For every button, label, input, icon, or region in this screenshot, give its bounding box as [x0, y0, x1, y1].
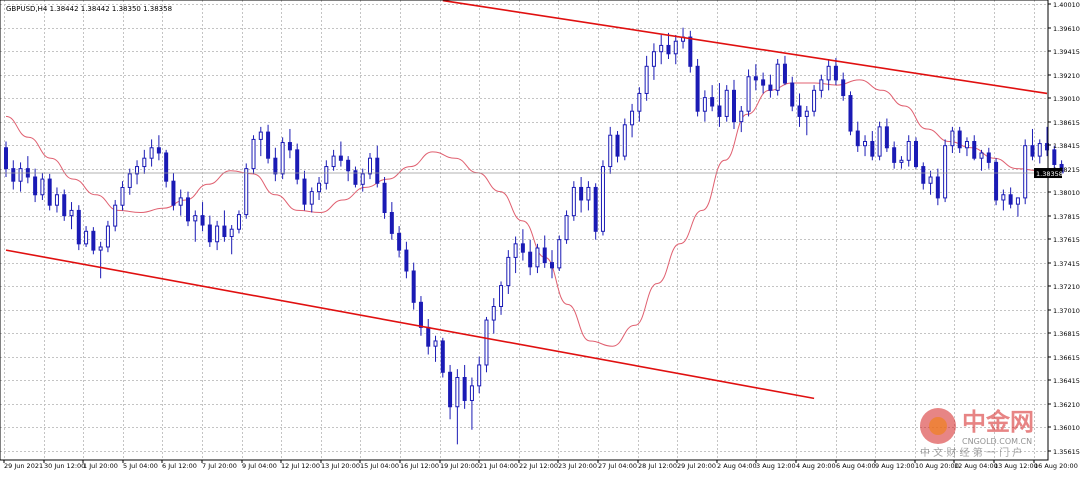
price-tick-label: 1.37815	[1053, 213, 1080, 221]
candle	[77, 205, 80, 250]
time-tick-label: 9 Jul 04:00	[242, 462, 277, 470]
candle	[565, 210, 568, 243]
time-tick-label: 22 Jul 12:00	[519, 462, 558, 470]
logo-inner-icon	[929, 417, 947, 435]
candle	[48, 174, 51, 211]
candle	[485, 317, 488, 372]
candle	[776, 59, 779, 96]
time-tick-label: 12 Jul 12:00	[281, 462, 320, 470]
time-tick-label: 28 Jul 12:00	[638, 462, 677, 470]
price-tick-label: 1.36815	[1053, 330, 1080, 338]
candle	[944, 139, 947, 202]
watermark: 中金网 CNGOLD.COM.CN 中 文 财 经 第 一 门 户	[916, 400, 1066, 458]
candle	[1024, 139, 1027, 204]
time-tick-label: 5 Jul 04:00	[123, 462, 158, 470]
candle	[623, 119, 626, 161]
candle	[558, 235, 561, 271]
time-tick-label: 2 Aug 04:00	[717, 462, 757, 470]
time-tick-label: 30 Jun 12:00	[44, 462, 85, 470]
time-tick-label: 16 Jul 12:00	[400, 462, 439, 470]
time-tick-label: 3 Aug 12:00	[756, 462, 796, 470]
time-tick-label: 19 Jul 20:00	[440, 462, 479, 470]
candle	[696, 59, 699, 116]
current-price-label: 1.38358	[1036, 170, 1063, 178]
candle	[849, 91, 852, 135]
candle	[296, 144, 299, 185]
time-tick-label: 21 Jul 04:00	[479, 462, 518, 470]
time-tick-label: 16 Aug 20:00	[1034, 462, 1078, 470]
time-tick-label: 10 Aug 20:00	[915, 462, 959, 470]
price-tick-label: 1.39010	[1053, 95, 1080, 103]
price-tick-label: 1.39415	[1053, 48, 1080, 56]
candle	[995, 158, 998, 205]
price-tick-label: 1.38010	[1053, 189, 1080, 197]
time-tick-label: 15 Jul 04:00	[360, 462, 399, 470]
candle	[441, 338, 444, 378]
candle	[594, 183, 597, 239]
candle	[383, 177, 386, 219]
price-tick-label: 1.37210	[1053, 283, 1080, 291]
price-tick-label: 1.38415	[1053, 142, 1080, 150]
time-tick-label: 13 Aug 12:00	[994, 462, 1038, 470]
watermark-slogan: 中 文 财 经 第 一 门 户	[920, 446, 1022, 458]
time-tick-label: 9 Aug 12:00	[875, 462, 915, 470]
candle	[689, 31, 692, 73]
candle	[601, 160, 604, 235]
time-tick-label: 23 Jul 20:00	[558, 462, 597, 470]
watermark-title: 中金网	[962, 408, 1034, 436]
price-tick-label: 1.40010	[1053, 1, 1080, 9]
price-tick-label: 1.36615	[1053, 354, 1080, 362]
time-tick-label: 7 Jul 20:00	[202, 462, 237, 470]
time-tick-label: 29 Jun 2021	[4, 462, 43, 470]
candle	[252, 135, 255, 174]
time-tick-label: 6 Jul 12:00	[162, 462, 197, 470]
time-tick-label: 12 Aug 04:00	[954, 462, 998, 470]
time-tick-label: 1 Jul 20:00	[83, 462, 118, 470]
candle	[572, 181, 575, 221]
time-tick-label: 27 Jul 04:00	[598, 462, 637, 470]
price-tick-label: 1.38615	[1053, 119, 1080, 127]
price-tick-label: 1.37615	[1053, 236, 1080, 244]
price-tick-label: 1.37415	[1053, 260, 1080, 268]
candle	[245, 163, 248, 218]
price-tick-label: 1.36415	[1053, 377, 1080, 385]
watermark-domain: CNGOLD.COM.CN	[962, 437, 1032, 446]
time-tick-label: 4 Aug 20:00	[796, 462, 836, 470]
time-axis: 29 Jun 2021 30 Jun 12:001 Jul 20:00 5 Jul …	[4, 460, 1078, 470]
price-tick-label: 1.39210	[1053, 72, 1080, 80]
time-tick-label: 6 Aug 04:00	[836, 462, 876, 470]
candle	[878, 122, 881, 161]
candle	[725, 85, 728, 122]
price-tick-label: 1.37010	[1053, 307, 1080, 315]
candle	[92, 227, 95, 254]
time-tick-label: 13 Jul 20:00	[321, 462, 360, 470]
candle	[747, 69, 750, 116]
time-tick-label: 29 Jul 20:00	[677, 462, 716, 470]
candle	[915, 137, 918, 168]
symbol-header: GBPUSD,H4 1.38442 1.38442 1.38350 1.3835…	[6, 5, 172, 13]
price-tick-label: 1.39610	[1053, 25, 1080, 33]
